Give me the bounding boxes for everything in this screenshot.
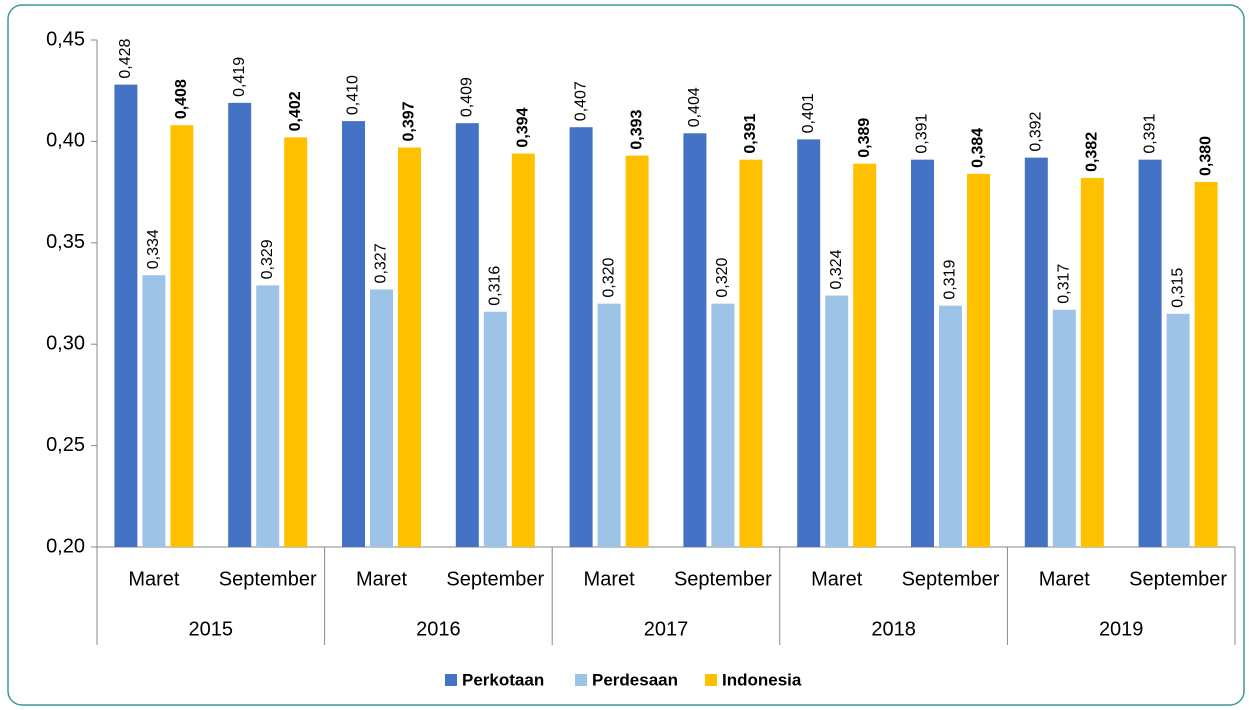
group-label: 2017 [644,618,689,640]
x-tick-label: Maret [356,568,408,590]
bar [967,173,990,547]
bar [797,139,821,547]
value-label: 0,397 [401,101,418,141]
y-tick-label: 0,30 [46,332,85,354]
x-tick-label: September [446,568,544,590]
value-label: 0,394 [515,107,532,147]
legend-label: Perkotaan [462,670,544,689]
value-label: 0,391 [742,114,759,154]
value-label: 0,392 [1028,111,1045,151]
value-label: 0,409 [459,77,476,117]
value-label: 0,391 [1141,114,1158,154]
bar [1024,157,1048,547]
legend-swatch [445,674,457,686]
bar [114,84,138,547]
x-tick-label: September [219,568,317,590]
bar [256,285,280,547]
x-tick-label: Maret [811,568,863,590]
value-label: 0,389 [856,118,873,158]
value-label: 0,428 [117,38,134,78]
x-tick-label: Maret [128,568,180,590]
value-label: 0,319 [942,260,959,300]
bar [342,121,365,548]
group-label: 2019 [1099,618,1144,640]
group-label: 2015 [189,618,234,640]
y-tick-label: 0,40 [46,130,85,152]
value-label: 0,404 [686,87,703,127]
x-tick-label: September [1129,568,1227,590]
bar [853,163,877,547]
bar [398,147,421,547]
value-label: 0,329 [259,239,276,279]
value-label: 0,327 [373,243,390,283]
value-label: 0,408 [173,79,190,119]
bar [1166,313,1190,547]
bar [597,303,621,547]
bar [683,133,707,547]
value-label: 0,317 [1056,264,1073,304]
value-label: 0,393 [628,109,645,149]
x-tick-label: Maret [1039,568,1091,590]
bar [739,159,763,548]
value-label: 0,334 [145,229,162,269]
value-label: 0,401 [800,93,817,133]
group-label: 2018 [871,618,916,640]
bar [1138,159,1162,548]
bar [483,311,507,547]
bar [825,295,849,547]
x-tick-label: September [902,568,1000,590]
value-label: 0,316 [487,266,504,306]
group-label: 2016 [416,618,461,640]
value-label: 0,320 [714,257,731,297]
value-label: 0,384 [970,128,987,168]
bar [625,155,649,547]
bar [455,123,479,547]
value-label: 0,315 [1169,268,1186,308]
bar [569,127,593,547]
bar [1080,177,1104,548]
value-label: 0,324 [828,249,845,289]
y-tick-label: 0,45 [46,28,85,50]
value-label: 0,419 [231,57,248,97]
bar [511,153,535,547]
value-label: 0,391 [914,114,931,154]
value-label: 0,382 [1084,132,1101,172]
bar [711,303,735,547]
y-tick-label: 0,35 [46,231,85,253]
bar [228,102,252,548]
bar [170,125,194,548]
value-label: 0,407 [572,81,589,121]
value-label: 0,320 [600,257,617,297]
legend-label: Indonesia [722,670,802,689]
bar [142,275,166,547]
legend-swatch [705,674,717,686]
value-label: 0,402 [287,91,304,131]
legend-label: Perdesaan [592,670,678,689]
bar [911,159,934,548]
bar [370,289,393,547]
x-tick-label: Maret [584,568,636,590]
value-label: 0,410 [345,75,362,115]
bar [284,137,308,547]
y-tick-label: 0,20 [46,535,85,557]
value-label: 0,380 [1197,136,1214,176]
x-tick-label: September [674,568,772,590]
legend-swatch [575,674,587,686]
y-tick-label: 0,25 [46,434,85,456]
bar [1052,309,1076,547]
bar [1194,181,1218,547]
bar [939,305,962,547]
